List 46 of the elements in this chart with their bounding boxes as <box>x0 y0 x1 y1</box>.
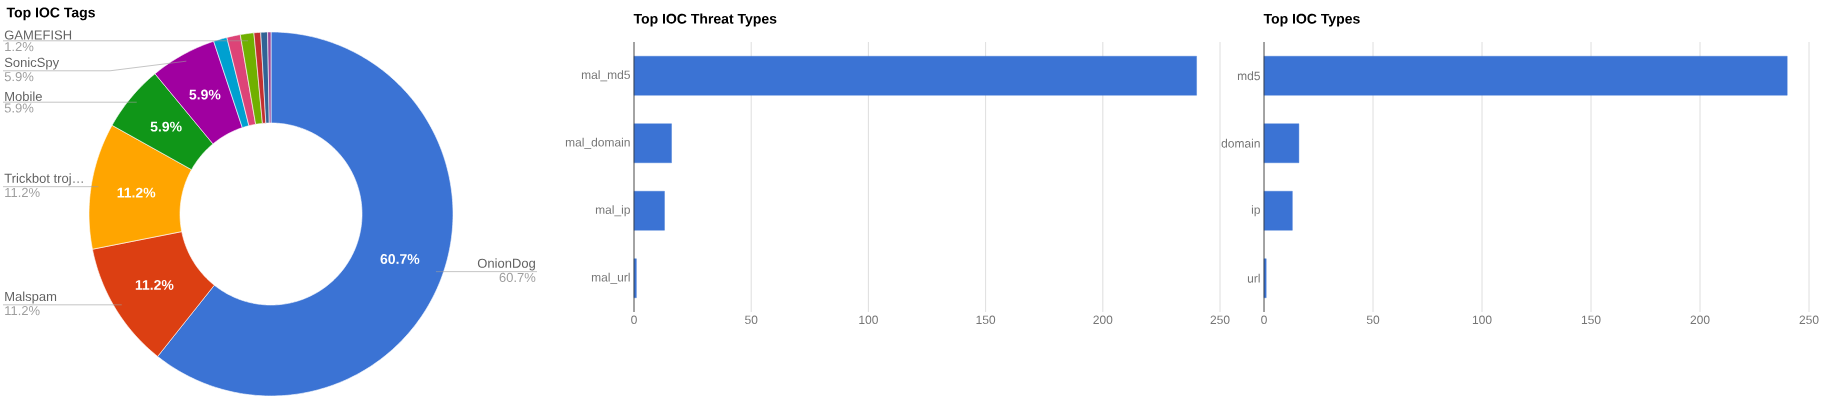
text: 5.9% <box>4 71 34 82</box>
y-tick-label: md5 <box>1237 71 1260 81</box>
slice-label: SonicSpy <box>4 57 60 70</box>
x-tick-label: 50 <box>1366 315 1380 325</box>
data-label: 11.2% <box>117 187 156 198</box>
y-tick-label: mal_url <box>591 272 630 284</box>
x-tick-label: 250 <box>1799 315 1819 325</box>
x-tick-label: 100 <box>1472 315 1492 325</box>
bar <box>1263 191 1293 231</box>
bar <box>1263 56 1788 96</box>
y-tick-label: ip <box>1251 205 1260 217</box>
x-tick-label: 50 <box>745 315 758 325</box>
x-tick-label: 200 <box>1093 315 1113 325</box>
text: 11.2% <box>5 187 40 198</box>
data-label: 1.2% <box>5 41 34 52</box>
chart-title: Top IOC Threat Types <box>633 13 777 27</box>
bar <box>633 56 1197 96</box>
x-tick-label: 0 <box>1261 315 1267 325</box>
text: 11.2% <box>5 306 40 316</box>
data-label: 5.9% <box>189 89 221 100</box>
slice-label: Mobile <box>5 91 42 102</box>
x-tick-label: 200 <box>1690 315 1710 325</box>
slice-label: OnionDog <box>477 258 535 271</box>
y-tick-label: mal_md5 <box>581 70 630 82</box>
bar <box>633 123 672 163</box>
slice-label: GAMEFISH <box>4 30 72 40</box>
data-label: 60.7% <box>380 254 420 264</box>
chart-title: Top IOC Tags <box>6 7 95 21</box>
x-tick-label: 150 <box>976 315 996 325</box>
y-tick-label: domain <box>1221 138 1260 148</box>
y-tick-label: mal_domain <box>565 137 630 149</box>
x-tick-label: 150 <box>1581 315 1601 325</box>
y-tick-label: url <box>1247 273 1260 283</box>
bar <box>1263 123 1300 163</box>
data-label: 11.2% <box>135 280 174 290</box>
text: 60.7% <box>499 272 536 283</box>
slice-label: Trickbot troj… <box>4 173 83 186</box>
x-tick-label: 100 <box>859 315 878 325</box>
x-tick-label: 250 <box>1210 315 1230 325</box>
data-label: 5.9% <box>150 121 182 132</box>
chart-title: Top IOC Types <box>1263 13 1360 27</box>
slice-label: Malspam <box>5 291 57 304</box>
text: 5.9% <box>4 103 34 113</box>
y-tick-label: mal_ip <box>595 205 630 217</box>
x-tick-label: 0 <box>631 315 637 325</box>
bar <box>633 191 665 231</box>
